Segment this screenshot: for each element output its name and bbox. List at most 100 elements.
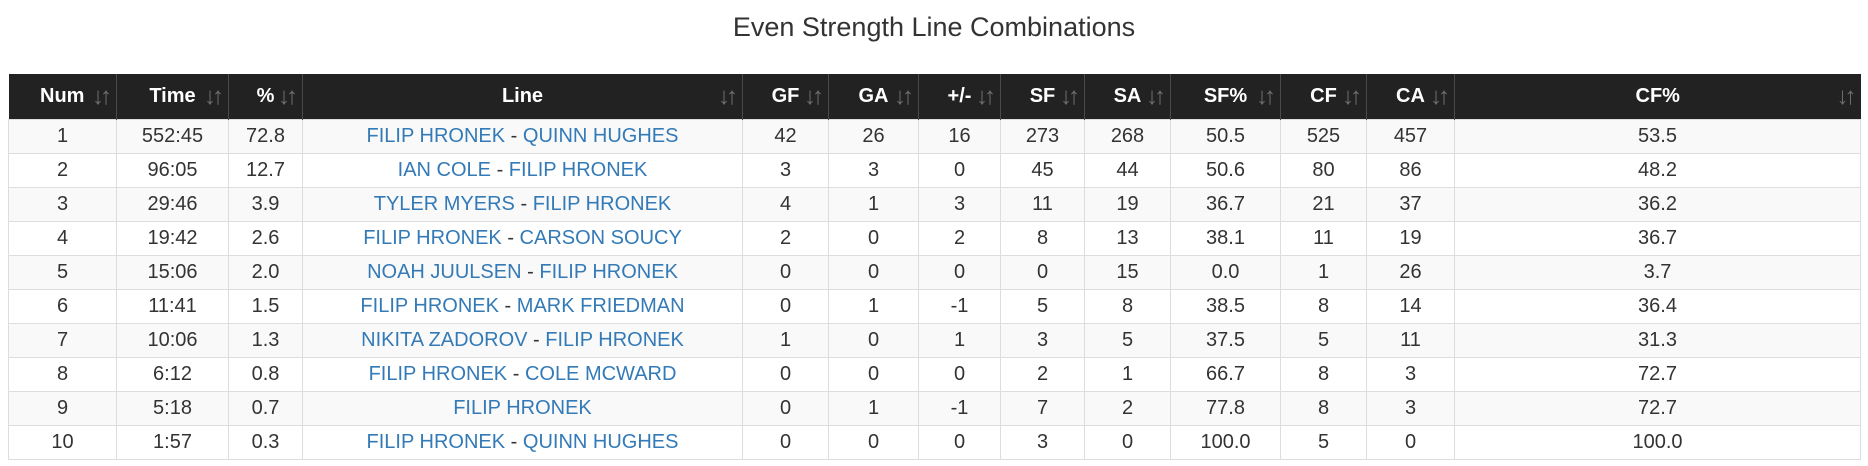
line-combinations-table: Num ↓↑ Time ↓↑% ↓↑ Line ↓↑ GF ↓↑ GA ↓↑ +/- ↓↑ SF ↓↑ SA ↓…: [8, 74, 1861, 460]
player-link[interactable]: FILIP HRONEK: [366, 431, 506, 453]
column-header-sa[interactable]: SA ↓↑: [1084, 74, 1171, 120]
player-separator: -: [510, 125, 518, 147]
cell-gf: 1: [742, 323, 829, 358]
column-header-pct[interactable]: % ↓↑: [228, 74, 303, 120]
column-header-cf[interactable]: CF ↓↑: [1280, 74, 1367, 120]
player-link[interactable]: FILIP HRONEK: [366, 125, 506, 147]
sort-arrows-icon[interactable]: ↓↑: [1146, 82, 1166, 110]
player-link[interactable]: FILIP HRONEK: [368, 363, 508, 385]
cell-sa: 5: [1084, 323, 1171, 358]
cell-gf: 3: [742, 153, 829, 188]
sort-arrows-icon[interactable]: ↓↑: [718, 82, 738, 110]
cell-ca: 14: [1366, 289, 1455, 324]
player-link[interactable]: CARSON SOUCY: [519, 227, 682, 249]
cell-cfp: 72.7: [1454, 391, 1861, 426]
cell-ga: 1: [828, 391, 919, 426]
cell-gf: 4: [742, 187, 829, 222]
sort-arrows-icon[interactable]: ↓↑: [1060, 82, 1080, 110]
column-header-ga[interactable]: GA ↓↑: [828, 74, 919, 120]
sort-arrows-icon[interactable]: ↓↑: [894, 82, 914, 110]
cell-gf: 0: [742, 289, 829, 324]
cell-cf: 8: [1280, 357, 1367, 392]
cell-sf: 11: [1000, 187, 1085, 222]
cell-num: 6: [8, 289, 117, 324]
column-header-sf[interactable]: SF ↓↑: [1000, 74, 1085, 120]
sort-arrows-icon[interactable]: ↓↑: [92, 82, 112, 110]
cell-cfp: 48.2: [1454, 153, 1861, 188]
player-link[interactable]: TYLER MYERS: [373, 193, 515, 215]
cell-ca: 11: [1366, 323, 1455, 358]
player-link[interactable]: IAN COLE: [397, 159, 491, 181]
cell-sf: 3: [1000, 323, 1085, 358]
column-header-gf[interactable]: GF ↓↑: [742, 74, 829, 120]
player-link[interactable]: FILIP HRONEK: [532, 193, 672, 215]
cell-gf: 0: [742, 255, 829, 290]
column-header-cfp[interactable]: CF% ↓↑: [1454, 74, 1861, 120]
sort-arrows-icon[interactable]: ↓↑: [278, 82, 298, 110]
cell-ca: 86: [1366, 153, 1455, 188]
player-link[interactable]: FILIP HRONEK: [545, 329, 684, 351]
player-link[interactable]: FILIP HRONEK: [508, 159, 648, 181]
sort-arrows-icon[interactable]: ↓↑: [1342, 82, 1362, 110]
cell-ga: 0: [828, 357, 919, 392]
player-separator: -: [527, 261, 534, 283]
cell-sa: 268: [1084, 119, 1171, 154]
player-link[interactable]: QUINN HUGHES: [522, 125, 679, 147]
column-header-time[interactable]: Time ↓↑: [116, 74, 229, 120]
cell-sa: 13: [1084, 221, 1171, 256]
cell-time: 10:06: [116, 323, 229, 358]
cell-sa: 8: [1084, 289, 1171, 324]
column-header-label: +/-: [947, 85, 972, 107]
column-header-line[interactable]: Line ↓↑: [302, 74, 743, 120]
cell-cfp: 53.5: [1454, 119, 1861, 154]
table-row: 7 10:06 1.3 NIKITA ZADOROV - FILIP HRONEK 1 0…: [8, 323, 1861, 358]
player-link[interactable]: NIKITA ZADOROV: [361, 329, 528, 351]
cell-gf: 42: [742, 119, 829, 154]
cell-cfp: 31.3: [1454, 323, 1861, 358]
cell-pct: 2.0: [228, 255, 303, 290]
player-link[interactable]: FILIP HRONEK: [360, 295, 499, 317]
column-header-num[interactable]: Num ↓↑: [8, 74, 117, 120]
player-link[interactable]: MARK FRIEDMAN: [516, 295, 685, 317]
player-link[interactable]: FILIP HRONEK: [453, 397, 592, 419]
sort-arrows-icon[interactable]: ↓↑: [204, 82, 224, 110]
cell-cfp: 36.4: [1454, 289, 1861, 324]
column-header-sfp[interactable]: SF% ↓↑: [1170, 74, 1281, 120]
sort-arrows-icon[interactable]: ↓↑: [1836, 82, 1857, 110]
sort-arrows-icon[interactable]: ↓↑: [1430, 82, 1450, 110]
column-header-label: CA: [1396, 85, 1425, 107]
column-header-ca[interactable]: CA ↓↑: [1366, 74, 1455, 120]
cell-pct: 0.3: [228, 425, 303, 460]
cell-pm: 3: [918, 187, 1001, 222]
player-link[interactable]: FILIP HRONEK: [539, 261, 678, 283]
table-row: 5 15:06 2.0 NOAH JUULSEN - FILIP HRONEK 0 0 0 0…: [8, 255, 1861, 290]
cell-pm: 2: [918, 221, 1001, 256]
cell-sfp: 100.0: [1170, 425, 1281, 460]
cell-pct: 1.5: [228, 289, 303, 324]
cell-cfp: 3.7: [1454, 255, 1861, 290]
cell-cf: 11: [1280, 221, 1367, 256]
cell-sf: 45: [1000, 153, 1085, 188]
sort-arrows-icon[interactable]: ↓↑: [1256, 82, 1276, 110]
column-header-pm[interactable]: +/- ↓↑: [918, 74, 1001, 120]
cell-ga: 1: [828, 187, 919, 222]
cell-num: 8: [8, 357, 117, 392]
player-link[interactable]: NOAH JUULSEN: [367, 261, 522, 283]
cell-pm: 16: [918, 119, 1001, 154]
cell-line: FILIP HRONEK - COLE MCWARD: [302, 357, 743, 392]
cell-num: 9: [8, 391, 117, 426]
cell-sf: 3: [1000, 425, 1085, 460]
player-link[interactable]: FILIP HRONEK: [363, 227, 502, 249]
cell-time: 15:06: [116, 255, 229, 290]
sort-arrows-icon[interactable]: ↓↑: [804, 82, 824, 110]
table-row: 6 11:41 1.5 FILIP HRONEK - MARK FRIEDMAN 0 1-…: [8, 289, 1861, 324]
cell-num: 5: [8, 255, 117, 290]
player-link[interactable]: QUINN HUGHES: [522, 431, 679, 453]
column-header-label: GA: [858, 85, 889, 107]
cell-pct: 1.3: [228, 323, 303, 358]
cell-sf: 7: [1000, 391, 1085, 426]
player-link[interactable]: COLE MCWARD: [524, 363, 677, 385]
sort-arrows-icon[interactable]: ↓↑: [976, 82, 996, 110]
cell-sfp: 50.6: [1170, 153, 1281, 188]
